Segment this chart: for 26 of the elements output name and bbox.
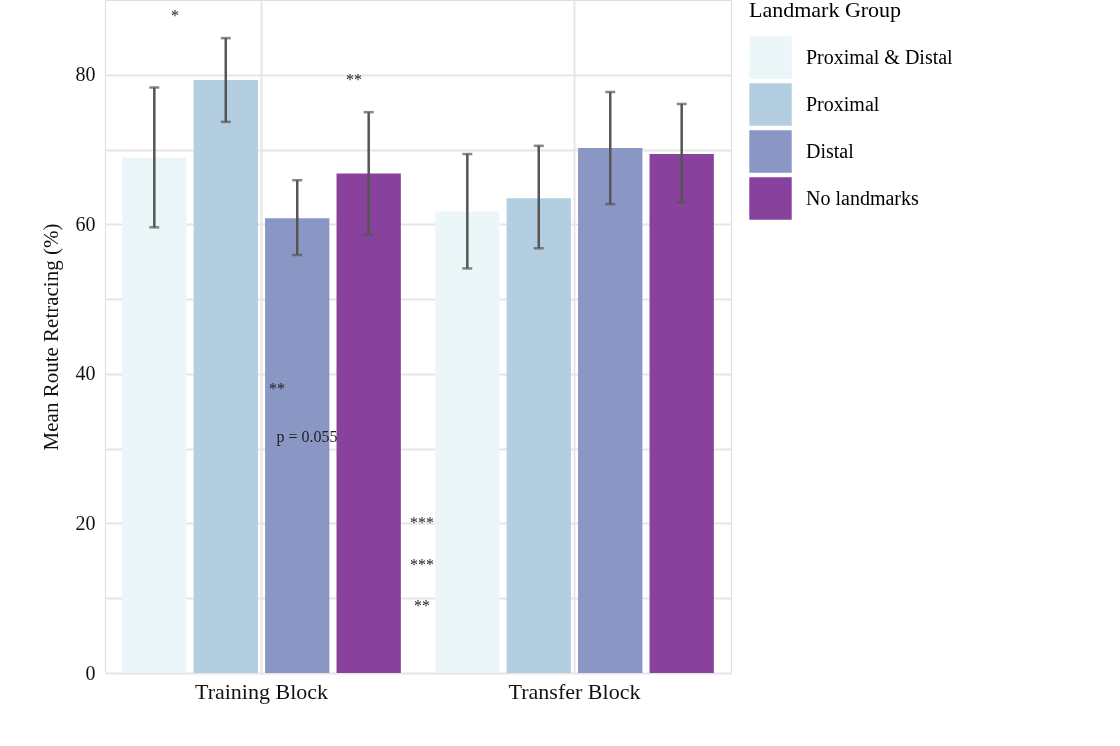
legend-label: Proximal	[806, 92, 880, 115]
bar	[122, 157, 187, 673]
y-tick-label: 80	[75, 63, 96, 86]
legend-label: Distal	[806, 139, 855, 162]
bar	[578, 148, 643, 673]
legend-label: Proximal & Distal	[806, 45, 954, 68]
y-tick-label: 40	[75, 362, 96, 385]
annotation: **	[414, 597, 430, 614]
y-axis-title: Mean Route Retracing (%)	[38, 223, 63, 451]
legend-label: No landmarks	[806, 186, 919, 209]
legend-title: Landmark Group	[749, 0, 902, 22]
annotation: *	[171, 7, 179, 24]
bar	[336, 173, 401, 673]
bar	[435, 211, 500, 673]
y-tick-label: 60	[75, 212, 96, 235]
x-tick-label: Transfer Block	[508, 678, 641, 704]
annotation: ***	[410, 556, 434, 573]
annotation: **	[346, 71, 362, 88]
x-tick-label: Training Block	[194, 678, 329, 704]
annotation: **	[269, 380, 285, 397]
bar	[193, 80, 258, 673]
bar	[506, 198, 571, 673]
y-tick-label: 0	[85, 661, 96, 684]
y-tick-label: 20	[75, 511, 96, 534]
annotation: ***	[410, 514, 434, 531]
bar	[649, 154, 714, 673]
